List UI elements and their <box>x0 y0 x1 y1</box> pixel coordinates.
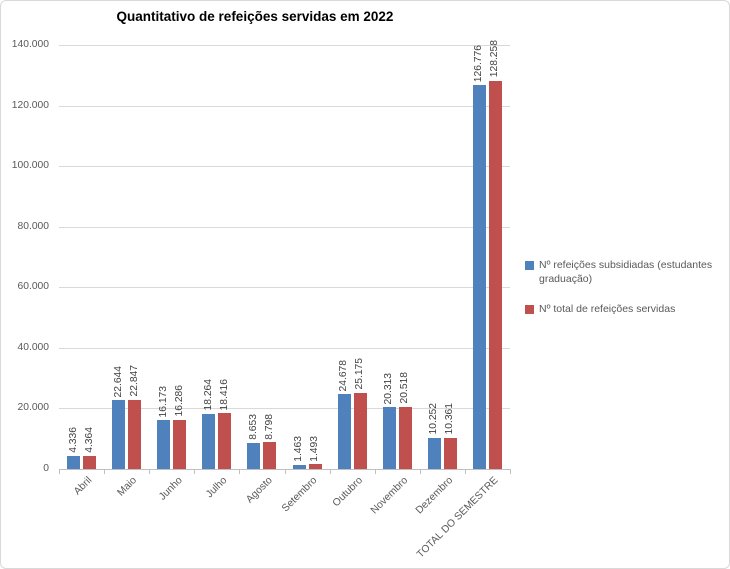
bar-value-label: 1.463 <box>293 435 305 462</box>
legend-label-total: Nº total de refeições servidas <box>539 302 676 315</box>
bar-value-label: 8.653 <box>247 414 259 440</box>
x-axis-category-label: Dezembro <box>413 475 456 517</box>
gridline <box>59 45 510 46</box>
x-axis-category-label: Setembro <box>280 475 320 515</box>
x-axis-category-label: Junho <box>156 475 185 503</box>
gridline <box>59 226 510 228</box>
x-axis-tick <box>464 469 466 474</box>
bar-subsidized <box>292 464 306 469</box>
x-axis-tick <box>510 469 511 474</box>
y-axis-tick-label: 80.000 <box>17 220 50 232</box>
chart-title: Quantitativo de refeições servidas em 20… <box>116 9 394 24</box>
bar-total <box>173 419 187 469</box>
gridline <box>59 347 510 349</box>
bar-value-label: 18.416 <box>218 378 230 411</box>
bar-total <box>353 392 367 469</box>
bar-total <box>83 455 97 469</box>
bar-value-label: 4.364 <box>83 427 95 453</box>
bar-value-label: 16.173 <box>157 385 169 418</box>
bar-subsidized <box>247 442 261 469</box>
x-axis-category-label: Outubro <box>330 475 365 510</box>
gridline <box>59 408 510 410</box>
bar-value-label: 8.798 <box>263 413 275 440</box>
x-axis-category-label: Novembro <box>368 475 411 517</box>
gridline <box>59 166 510 168</box>
bar-subsidized <box>337 394 351 469</box>
bar-subsidized <box>382 407 396 469</box>
legend-item-total: Nº total de refeições servidas <box>525 303 725 317</box>
bar-value-label: 10.252 <box>428 403 440 435</box>
x-axis-tick <box>419 469 421 474</box>
bar-value-label: 4.336 <box>67 427 79 453</box>
bar-total <box>488 80 502 469</box>
x-axis-tick <box>239 469 241 474</box>
y-axis-tick-label: 60.000 <box>17 281 50 293</box>
bar-value-label: 20.518 <box>399 372 411 404</box>
legend-label-subsidized: Nº refeições subsidiadas (estudantes gra… <box>539 259 713 285</box>
bar-value-label: 16.286 <box>173 385 185 417</box>
y-axis-tick-label: 20.000 <box>17 402 50 414</box>
legend-swatch-red-icon <box>525 304 534 314</box>
bar-total <box>218 413 232 469</box>
bar-value-label: 22.644 <box>112 365 124 398</box>
gridline <box>59 105 510 107</box>
x-axis-category-label: Abril <box>71 475 95 498</box>
x-axis-tick <box>329 469 331 474</box>
bar-value-label: 1.493 <box>309 435 321 462</box>
x-axis-tick <box>374 469 376 474</box>
y-axis-tick-label: 40.000 <box>17 341 50 353</box>
bar-value-label: 10.361 <box>444 403 456 435</box>
x-axis-tick <box>284 469 286 474</box>
y-axis-tick-label: 100.000 <box>11 160 49 172</box>
x-axis-category-label: Agosto <box>244 475 275 506</box>
bar-subsidized <box>472 85 486 469</box>
x-axis-tick <box>104 469 106 474</box>
bar-total <box>128 399 142 469</box>
bar-value-label: 25.175 <box>354 358 366 390</box>
bar-total <box>308 464 322 469</box>
x-axis-tick <box>194 469 196 474</box>
x-axis-category-label: Maio <box>115 475 140 499</box>
legend-item-subsidized: Nº refeições subsidiadas (estudantes gra… <box>525 259 725 287</box>
bar-total <box>263 442 277 469</box>
bar-subsidized <box>202 413 216 469</box>
bar-subsidized <box>67 455 81 469</box>
y-axis-tick-label: 140.000 <box>11 39 49 50</box>
bar-subsidized <box>157 420 171 469</box>
bar-value-label: 20.313 <box>383 372 395 405</box>
bar-value-label: 18.264 <box>202 379 214 411</box>
legend-swatch-blue-icon <box>525 261 534 270</box>
x-axis-tick <box>59 469 60 474</box>
bar-subsidized <box>427 437 441 469</box>
x-axis-tick <box>149 469 151 474</box>
bar-subsidized <box>112 400 126 469</box>
bar-value-label: 22.847 <box>128 365 140 397</box>
bar-value-label: 126.776 <box>473 44 485 83</box>
bar-total <box>398 406 412 469</box>
y-axis-tick-label: 120.000 <box>11 99 49 111</box>
bar-value-label: 128.258 <box>489 40 501 78</box>
x-axis-category-label: Julho <box>204 475 230 501</box>
chart-legend: Nº refeições subsidiadas (estudantes gra… <box>525 259 725 333</box>
bar-total <box>443 437 457 469</box>
gridline <box>59 287 510 289</box>
y-axis-tick-label: 0 <box>43 463 49 474</box>
x-axis-category-label: TOTAL DO SEMESTRE <box>414 475 501 561</box>
bar-value-label: 24.678 <box>338 359 350 392</box>
